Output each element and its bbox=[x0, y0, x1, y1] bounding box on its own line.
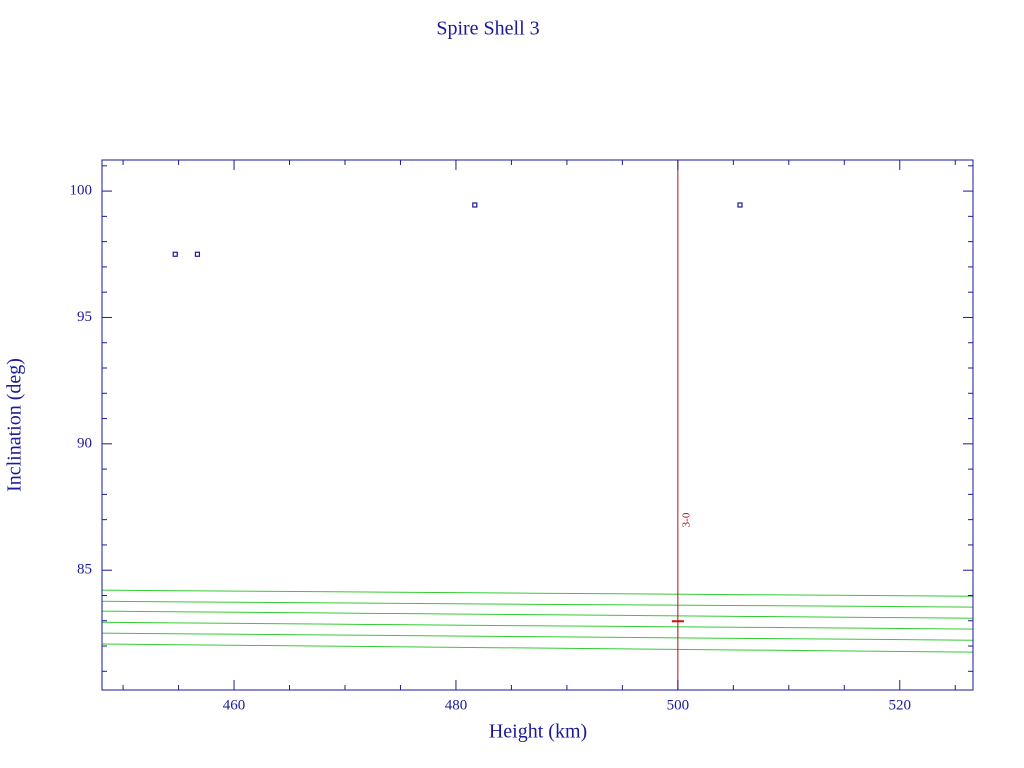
y-tick-label: 90 bbox=[77, 435, 92, 451]
scatter-point bbox=[472, 202, 478, 208]
line-series bbox=[101, 600, 974, 608]
scatter-point bbox=[172, 251, 178, 257]
plot-frame bbox=[101, 159, 974, 691]
line-series bbox=[101, 610, 974, 619]
x-tick-label: 500 bbox=[667, 697, 690, 713]
x-tick-label: 480 bbox=[445, 697, 468, 713]
line-series bbox=[101, 643, 974, 653]
x-tick-label: 460 bbox=[223, 697, 246, 713]
scatter-point bbox=[737, 202, 743, 208]
scatter-point bbox=[194, 251, 201, 257]
line-series bbox=[101, 589, 974, 597]
reference-label: 3-0 bbox=[680, 512, 692, 527]
y-tick-label: 85 bbox=[77, 562, 92, 578]
line-series bbox=[101, 632, 974, 641]
line-series bbox=[101, 621, 974, 630]
y-axis-label: Inclination (deg) bbox=[4, 358, 26, 492]
x-axis-label: Height (km) bbox=[489, 721, 587, 743]
x-tick-label: 520 bbox=[889, 697, 912, 713]
y-tick-label: 100 bbox=[70, 183, 93, 199]
y-tick-label: 95 bbox=[77, 309, 92, 325]
chart-title: Spire Shell 3 bbox=[436, 18, 539, 40]
